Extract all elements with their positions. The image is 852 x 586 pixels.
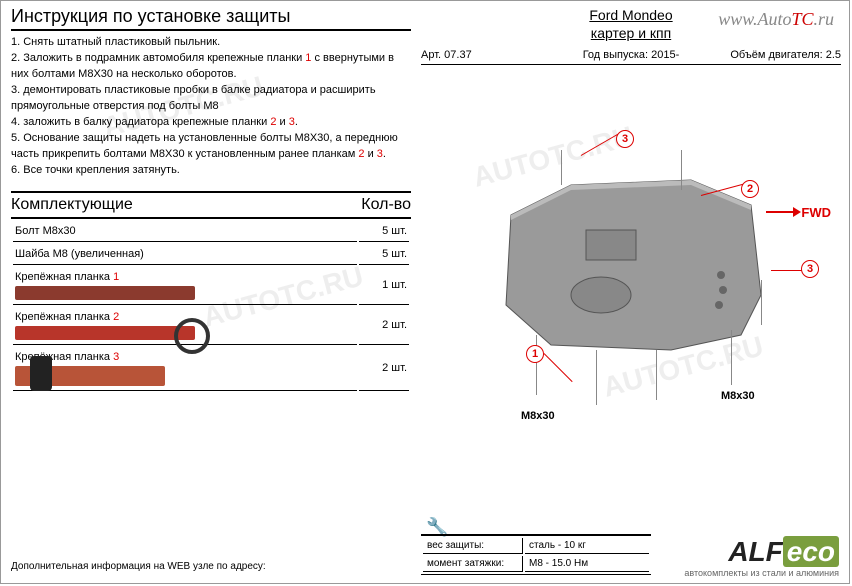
components-header: Комплектующие Кол-во [11,191,411,219]
document-page: AUTOTC.RU AUTOTC.RU AUTOTC.RU AUTOTC.RU … [0,0,850,584]
instruction-item: 4. заложить в балку радиатора крепежные … [11,115,411,130]
protection-shield [491,175,771,355]
component-qty: 5 шт. [359,221,409,242]
callout-3: 3 [616,130,634,148]
component-qty: 5 шт. [359,244,409,265]
bolt-label: М8х30 [721,390,755,402]
components-qty-title: Кол-во [361,196,411,214]
component-row: Крепёжная планка 22 шт. [13,307,409,345]
component-name: Крепёжная планка 3 [13,347,357,391]
engine-label: Объём двигателя: 2.5 [701,49,841,61]
brand-logo: ALFeco автокомплекты из стали и алюминия [684,536,839,578]
weight-label: вес защиты: [423,538,523,554]
footer-info: Дополнительная информация на WEB узле по… [11,560,411,573]
plank-illustration [15,326,195,340]
installation-diagram: 1 2 3 3 FWD М8х30 М8х30 [421,75,841,455]
plank-illustration [15,366,165,386]
component-qty: 2 шт. [359,307,409,345]
component-row: Шайба М8 (увеличенная)5 шт. [13,244,409,265]
component-row: Крепёжная планка 32 шт. [13,347,409,391]
bolt-line [761,280,762,325]
component-name: Болт М8х30 [13,221,357,242]
left-column: Инструкция по установке защиты 1. Снять … [11,6,411,393]
instruction-item: 2. Заложить в подрамник автомобиля крепе… [11,51,411,82]
callout-1: 1 [526,345,544,363]
year-label: Год выпуска: 2015- [561,49,701,61]
fwd-arrow-label: FWD [801,205,831,220]
weight-value: сталь - 10 кг [525,538,649,554]
components-title: Комплектующие [11,196,133,214]
callout-3: 3 [801,260,819,278]
instructions-list: 1. Снять штатный пластиковый пыльник.2. … [11,35,411,179]
components-table: Болт М8х305 шт.Шайба М8 (увеличенная)5 ш… [11,219,411,393]
logo-tagline: автокомплекты из стали и алюминия [684,568,839,578]
leader-line [581,133,620,156]
bolt-line [596,350,597,405]
spec-table: вес защиты:сталь - 10 кг момент затяжки:… [421,534,651,575]
component-name: Шайба М8 (увеличенная) [13,244,357,265]
bolt-line [731,330,732,385]
torque-value: М8 - 15.0 Нм [525,556,649,572]
component-name: Крепёжная планка 2 [13,307,357,345]
instruction-item: 5. Основание защиты надеть на установлен… [11,131,411,162]
art-label: Арт. 07.37 [421,49,561,61]
component-qty: 2 шт. [359,347,409,391]
bolt-line [656,350,657,400]
instruction-item: 6. Все точки крепления затянуть. [11,163,411,178]
bolt-line [681,150,682,190]
component-row: Болт М8х305 шт. [13,221,409,242]
site-url: www.AutoTC.ru [718,9,834,30]
component-qty: 1 шт. [359,267,409,305]
torque-label: момент затяжки: [423,556,523,572]
bolt-label: М8х30 [521,410,555,422]
plank-illustration [15,286,195,300]
instruction-item: 1. Снять штатный пластиковый пыльник. [11,35,411,50]
instructions-title: Инструкция по установке защиты [11,6,411,31]
info-row: Арт. 07.37 Год выпуска: 2015- Объём двиг… [421,46,841,65]
bolt-line [561,150,562,185]
leader-line [544,354,573,383]
component-row: Крепёжная планка 11 шт. [13,267,409,305]
bolt-line [536,335,537,395]
component-name: Крепёжная планка 1 [13,267,357,305]
instruction-item: 3. демонтировать пластиковые пробки в ба… [11,83,411,114]
right-column: Ford Mondeoкартер и кпп Арт. 07.37 Год в… [421,6,841,455]
